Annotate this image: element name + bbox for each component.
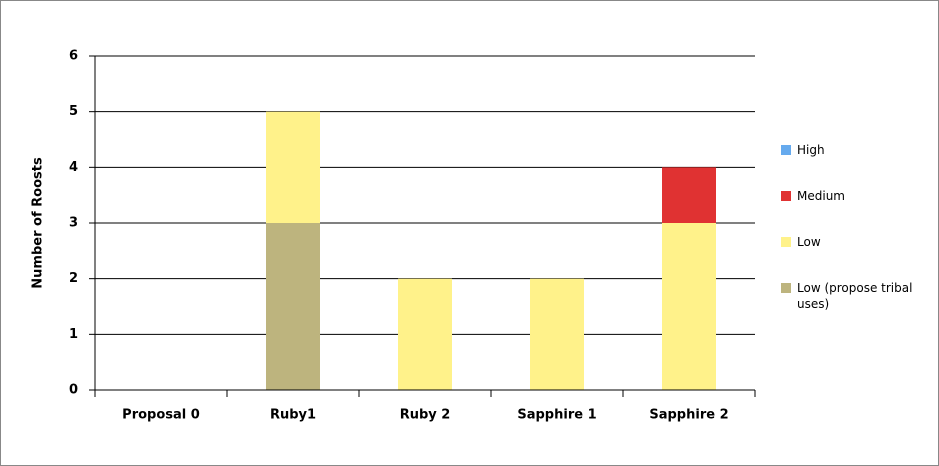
y-axis-label: Number of Roosts bbox=[31, 157, 46, 289]
legend-item: Low (propose tribal uses) bbox=[781, 280, 917, 312]
y-tick-label: 4 bbox=[69, 160, 78, 175]
x-tick-label: Sapphire 1 bbox=[517, 408, 596, 423]
legend-swatch bbox=[781, 145, 791, 155]
legend-item: Medium bbox=[781, 188, 917, 204]
y-tick-label: 5 bbox=[69, 104, 78, 119]
legend-label: Medium bbox=[797, 189, 845, 203]
x-tick-label: Ruby1 bbox=[270, 408, 316, 423]
x-tick-label: Sapphire 2 bbox=[649, 408, 728, 423]
legend-item: High bbox=[781, 142, 917, 158]
legend-label: High bbox=[797, 143, 825, 157]
y-tick-label: 3 bbox=[69, 216, 78, 231]
legend-swatch bbox=[781, 191, 791, 201]
y-tick-label: 0 bbox=[69, 383, 78, 398]
legend-label: Low bbox=[797, 235, 821, 249]
legend-swatch bbox=[781, 237, 791, 247]
legend-label: Low (propose tribal uses) bbox=[797, 281, 913, 311]
legend-swatch bbox=[781, 283, 791, 293]
bar-segment bbox=[398, 278, 452, 390]
x-tick-label: Proposal 0 bbox=[122, 408, 200, 423]
x-tick-label: Ruby 2 bbox=[400, 408, 451, 423]
y-tick-label: 2 bbox=[69, 271, 78, 286]
bar-segment bbox=[266, 111, 320, 223]
y-tick-label: 1 bbox=[69, 327, 78, 342]
bar-segment bbox=[662, 167, 716, 223]
bar-segment bbox=[530, 278, 584, 390]
y-tick-label: 6 bbox=[69, 49, 78, 64]
bar-segment bbox=[662, 223, 716, 390]
legend-item: Low bbox=[781, 234, 917, 250]
bar-segment bbox=[266, 223, 320, 390]
